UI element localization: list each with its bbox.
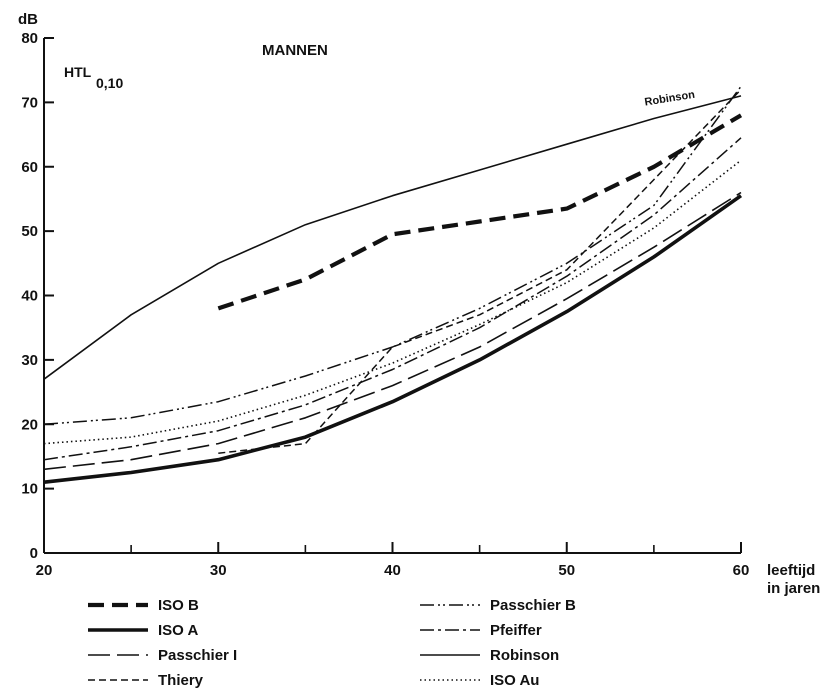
legend-label-thiery: Thiery [158,672,204,689]
y-axis-title: dB [18,11,38,28]
y-tick-label: 80 [21,30,38,47]
y-tick-label: 10 [21,481,38,498]
series-iso-b [217,113,743,311]
series-robinson [43,95,742,380]
chart-title: MANNEN [262,42,328,59]
legend-label-pfeiffer: Pfeiffer [490,622,542,639]
legend-label-iso-b: ISO B [158,597,199,614]
legend-label-iso-a: ISO A [158,622,198,639]
x-tick-label: 60 [733,562,750,579]
x-axis-title: leeftijd in jaren [767,562,820,597]
chart-subtitle: HTL [64,64,92,80]
x-tick-label: 50 [558,562,575,579]
series-label-robinson: Robinson [644,89,696,109]
series-pfeiffer [43,137,742,461]
y-tick-label: 60 [21,159,38,176]
series-lines: Robinson [43,85,743,484]
series-passchier-b [43,85,742,426]
legend-label-passchier-b: Passchier B [490,597,576,614]
y-tick-label: 40 [21,288,38,305]
legend-label-iso-au: ISO Au [490,672,539,689]
axes: 0 10 20 30 40 50 60 70 80 20 30 40 50 60 leeftijd in ja… [21,30,820,597]
series-passchier-i [43,191,742,471]
y-tick-label: 30 [21,352,38,369]
y-tick-label: 50 [21,223,38,240]
chart-subtitle-subscript: 0,10 [96,75,123,91]
y-tick-label: 20 [21,416,38,433]
x-tick-label: 30 [210,562,227,579]
legend-label-robinson: Robinson [490,647,559,664]
series-iso-a [43,194,743,484]
y-tick-label: 70 [21,94,38,111]
legend: ISO B ISO A Passchier I Thiery Passchier B Pf… [88,597,576,689]
x-tick-label: 20 [36,562,53,579]
legend-label-passchier-i: Passchier I [158,647,237,664]
series-thiery [218,88,742,454]
y-tick-label: 0 [30,545,38,562]
x-tick-label: 40 [384,562,401,579]
